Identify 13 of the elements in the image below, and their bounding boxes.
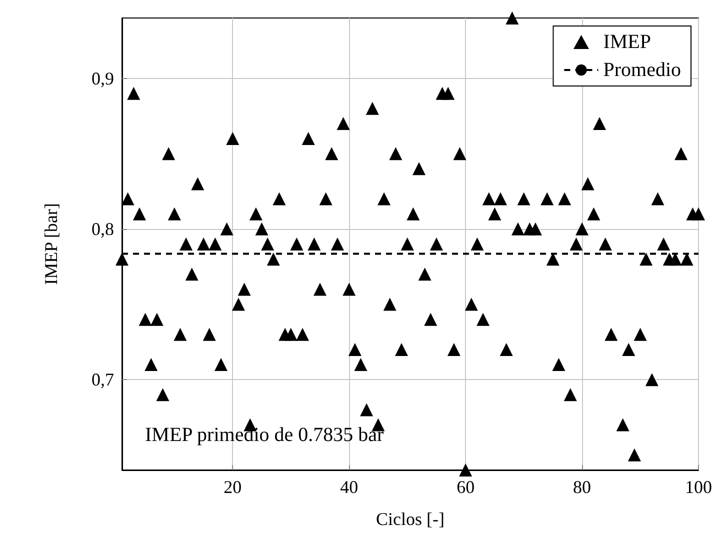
x-tick-label: 20 xyxy=(224,477,242,497)
x-tick-label: 60 xyxy=(456,477,475,497)
x-tick-label: 80 xyxy=(573,477,592,497)
y-tick-label: 0,8 xyxy=(92,218,114,239)
y-tick-label: 0,7 xyxy=(92,370,114,390)
x-axis-title: Ciclos [-] xyxy=(376,509,444,529)
legend-label: Promedio xyxy=(603,59,682,81)
x-tick-label: 40 xyxy=(340,477,358,497)
annotation: IMEP primedio de 0.7835 bar xyxy=(145,424,384,446)
y-tick-label: 0,9 xyxy=(92,68,114,88)
y-axis-title: IMEP [bar] xyxy=(41,203,61,285)
legend-label: IMEP xyxy=(603,31,652,53)
x-tick-label: 100 xyxy=(685,477,712,497)
